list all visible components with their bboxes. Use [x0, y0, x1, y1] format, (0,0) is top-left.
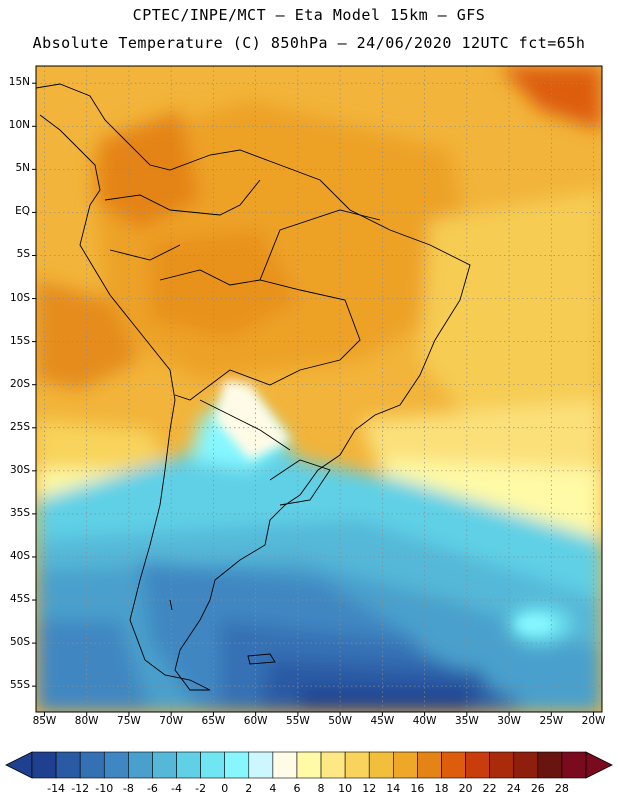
- colorbar-label: 8: [317, 782, 325, 795]
- lat-label: 40S: [9, 549, 30, 562]
- colorbar-label: 12: [362, 782, 377, 795]
- lon-label: 40W: [412, 715, 437, 727]
- colorbar-label: 4: [269, 782, 277, 795]
- colorbar-label: 2: [245, 782, 253, 795]
- lon-label: 65W: [201, 715, 226, 727]
- chart-title-line-1: CPTEC/INPE/MCT – Eta Model 15km – GFS: [132, 6, 486, 24]
- colorbar-swatch: [320, 751, 346, 779]
- colorbar-label: 24: [506, 782, 521, 795]
- lon-label: 60W: [243, 715, 268, 727]
- colorbar-label: 14: [386, 782, 401, 795]
- lat-label: 35S: [9, 506, 30, 519]
- lat-label: 30S: [9, 463, 30, 476]
- colorbar-label: -2: [195, 782, 207, 795]
- colorbar-label: 0: [221, 782, 229, 795]
- lon-label: 50W: [328, 715, 352, 727]
- lon-label: 45W: [370, 715, 395, 727]
- colorbar-swatch: [176, 751, 201, 779]
- lat-label: 50S: [9, 636, 30, 649]
- colorbar-label: 20: [458, 782, 473, 795]
- lon-label: 70W: [159, 715, 184, 727]
- colorbar-label: -10: [95, 782, 114, 795]
- colorbar-swatch: [393, 751, 418, 779]
- lat-label: 25S: [9, 420, 30, 433]
- temperature-field: [36, 66, 602, 712]
- lat-label: 5N: [15, 162, 30, 175]
- colorbar-swatch: [296, 751, 322, 779]
- colorbar-swatch: [465, 751, 490, 779]
- colorbar-label: -12: [71, 782, 90, 795]
- colorbar-swatch: [55, 751, 81, 779]
- colorbar-label: -14: [47, 782, 66, 795]
- colorbar-swatch: [272, 751, 298, 779]
- lon-label: 85W: [32, 715, 57, 727]
- colorbar-swatch: [344, 751, 370, 779]
- coastlines: [36, 83, 471, 691]
- colorbar-swatch: [417, 751, 442, 779]
- colorbar-label: 28: [554, 782, 569, 795]
- colorbar-swatch: [128, 751, 153, 779]
- lat-label: 10N: [8, 119, 30, 132]
- chart-title-line-2: Absolute Temperature (C) 850hPa – 24/06/…: [32, 34, 586, 52]
- colorbar-label: 16: [410, 782, 425, 795]
- colorbar-swatch: [441, 751, 466, 779]
- lat-label: EQ: [15, 205, 30, 218]
- colorbar-swatch: [224, 751, 250, 779]
- lon-label: 25W: [539, 715, 564, 727]
- lat-label: 5S: [16, 248, 30, 261]
- axis-ticks: [32, 82, 595, 716]
- lat-label: 10S: [9, 291, 30, 304]
- lon-label: 20W: [581, 715, 606, 727]
- lon-label: 80W: [74, 715, 99, 727]
- colorbar-label: 26: [530, 782, 545, 795]
- colorbar-low-arrow: [5, 751, 33, 779]
- lat-label: 45S: [9, 593, 30, 606]
- colorbar-swatch: [513, 751, 539, 779]
- colorbar-high-arrow: [585, 751, 613, 779]
- colorbar-swatch: [31, 751, 57, 779]
- colorbar-swatch: [79, 751, 105, 779]
- colorbar-swatch: [200, 751, 225, 779]
- lon-label: 75W: [117, 715, 141, 727]
- colorbar: [5, 751, 613, 779]
- lat-label: 20S: [9, 377, 30, 390]
- lon-label: 30W: [497, 715, 521, 727]
- lat-label: 15N: [8, 76, 30, 89]
- colorbar-swatch: [489, 751, 515, 779]
- colorbar-label: 10: [338, 782, 353, 795]
- colorbar-label: 6: [293, 782, 301, 795]
- lon-label: 55W: [286, 715, 310, 727]
- colorbar-label: -8: [122, 782, 134, 795]
- colorbar-label: -4: [171, 782, 182, 795]
- colorbar-label: -6: [146, 782, 158, 795]
- lat-label: 15S: [9, 334, 30, 347]
- colorbar-label: 22: [482, 782, 497, 795]
- colorbar-label: 18: [434, 782, 449, 795]
- map-frame: [35, 65, 603, 713]
- lon-label: 35W: [454, 715, 479, 727]
- colorbar-swatch: [537, 751, 563, 779]
- colorbar-swatch: [152, 751, 177, 779]
- colorbar-swatch: [561, 751, 587, 779]
- colorbar-swatch: [103, 751, 129, 779]
- colorbar-swatch: [248, 751, 274, 779]
- colorbar-swatch: [368, 751, 394, 779]
- lat-label: 55S: [9, 679, 30, 692]
